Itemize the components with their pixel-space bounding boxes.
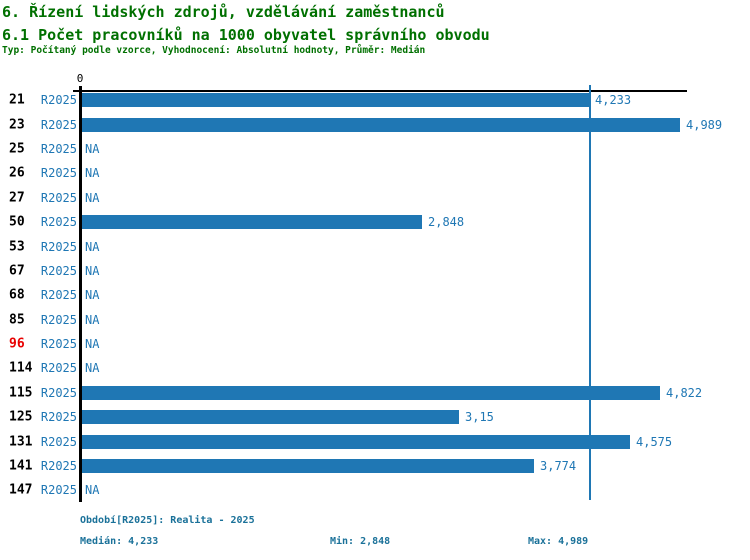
row-number-label: 96 (9, 336, 25, 352)
row-value-label: NA (85, 166, 100, 181)
row-period-label: R2025 (40, 93, 77, 108)
row-number-label: 50 (9, 214, 25, 230)
row-number-label: 23 (9, 117, 25, 133)
bar-row: 50 R2025 2,848 (0, 210, 750, 234)
row-period-label: R2025 (40, 410, 77, 425)
value-bar (82, 215, 422, 230)
row-number-label: 147 (9, 482, 33, 498)
value-bar (82, 459, 534, 474)
bar-row: 67 R2025 NA (0, 259, 750, 283)
value-bar (82, 410, 459, 425)
bar-row: 147 R2025 NA (0, 478, 750, 502)
chart-title: 6.1 Počet pracovníků na 1000 obyvatel sp… (2, 26, 490, 44)
row-number-label: 125 (9, 409, 33, 425)
value-bar (82, 385, 660, 400)
row-value-label: 2,848 (428, 215, 465, 230)
bar-row: 26 R2025 NA (0, 161, 750, 185)
row-number-label: 131 (9, 434, 33, 450)
row-value-label: 3,15 (465, 410, 494, 425)
row-number-label: 53 (9, 239, 25, 255)
row-period-label: R2025 (40, 117, 77, 132)
value-bar (82, 434, 630, 449)
row-value-label: 3,774 (540, 459, 577, 474)
row-value-label: NA (85, 190, 100, 205)
row-period-label: R2025 (40, 337, 77, 352)
row-period-label: R2025 (40, 263, 77, 278)
row-number-label: 26 (9, 165, 25, 181)
row-period-label: R2025 (40, 141, 77, 156)
bar-row: 125 R2025 3,15 (0, 405, 750, 429)
bar-row: 85 R2025 NA (0, 308, 750, 332)
row-number-label: 114 (9, 360, 33, 376)
chart-subtitle: Typ: Počítaný podle vzorce, Vyhodnocení:… (2, 45, 426, 56)
row-value-label: 4,575 (636, 434, 673, 449)
row-period-label: R2025 (40, 361, 77, 376)
axis-zero-tick-label: 0 (76, 72, 84, 85)
row-value-label: NA (85, 239, 100, 254)
row-number-label: 27 (9, 190, 25, 206)
row-number-label: 85 (9, 312, 25, 328)
value-bar (82, 117, 680, 132)
bar-rows-container: 21 R2025 4,233 23 R2025 4,989 25 R2025 N… (0, 88, 750, 503)
row-value-label: NA (85, 288, 100, 303)
row-period-label: R2025 (40, 434, 77, 449)
bar-row: 27 R2025 NA (0, 186, 750, 210)
row-value-label: NA (85, 141, 100, 156)
bar-row: 131 R2025 4,575 (0, 429, 750, 453)
y-axis-line (79, 86, 82, 502)
row-period-label: R2025 (40, 459, 77, 474)
value-bar (82, 93, 589, 108)
row-number-label: 67 (9, 263, 25, 279)
row-number-label: 21 (9, 92, 25, 108)
row-period-label: R2025 (40, 312, 77, 327)
row-number-label: 68 (9, 287, 25, 303)
row-value-label: NA (85, 263, 100, 278)
row-period-label: R2025 (40, 166, 77, 181)
bar-row: 141 R2025 3,774 (0, 454, 750, 478)
row-period-label: R2025 (40, 385, 77, 400)
row-value-label: 4,822 (666, 385, 703, 400)
row-value-label: 4,233 (595, 93, 632, 108)
row-value-label: NA (85, 361, 100, 376)
row-period-label: R2025 (40, 483, 77, 498)
bar-row: 114 R2025 NA (0, 356, 750, 380)
row-period-label: R2025 (40, 215, 77, 230)
footer-period-legend: Období[R2025]: Realita - 2025 (80, 515, 255, 526)
footer-min-stat: Min: 2,848 (330, 536, 391, 547)
row-value-label: 4,989 (686, 117, 723, 132)
bar-row: 23 R2025 4,989 (0, 112, 750, 136)
row-period-label: R2025 (40, 239, 77, 254)
page-title: 6. Řízení lidských zdrojů, vzdělávání za… (2, 3, 445, 21)
row-value-label: NA (85, 483, 100, 498)
row-value-label: NA (85, 337, 100, 352)
bar-row: 21 R2025 4,233 (0, 88, 750, 112)
row-period-label: R2025 (40, 190, 77, 205)
median-reference-line (589, 85, 591, 500)
bar-row: 96 R2025 NA (0, 332, 750, 356)
footer-max-stat: Max: 4,989 (528, 536, 589, 547)
bar-row: 25 R2025 NA (0, 137, 750, 161)
row-value-label: NA (85, 312, 100, 327)
row-number-label: 115 (9, 385, 33, 401)
bar-row: 53 R2025 NA (0, 234, 750, 258)
row-period-label: R2025 (40, 288, 77, 303)
row-number-label: 141 (9, 458, 33, 474)
bar-row: 68 R2025 NA (0, 283, 750, 307)
footer-median-stat: Medián: 4,233 (80, 536, 159, 547)
x-axis-line (73, 90, 687, 92)
row-number-label: 25 (9, 141, 25, 157)
bar-row: 115 R2025 4,822 (0, 381, 750, 405)
